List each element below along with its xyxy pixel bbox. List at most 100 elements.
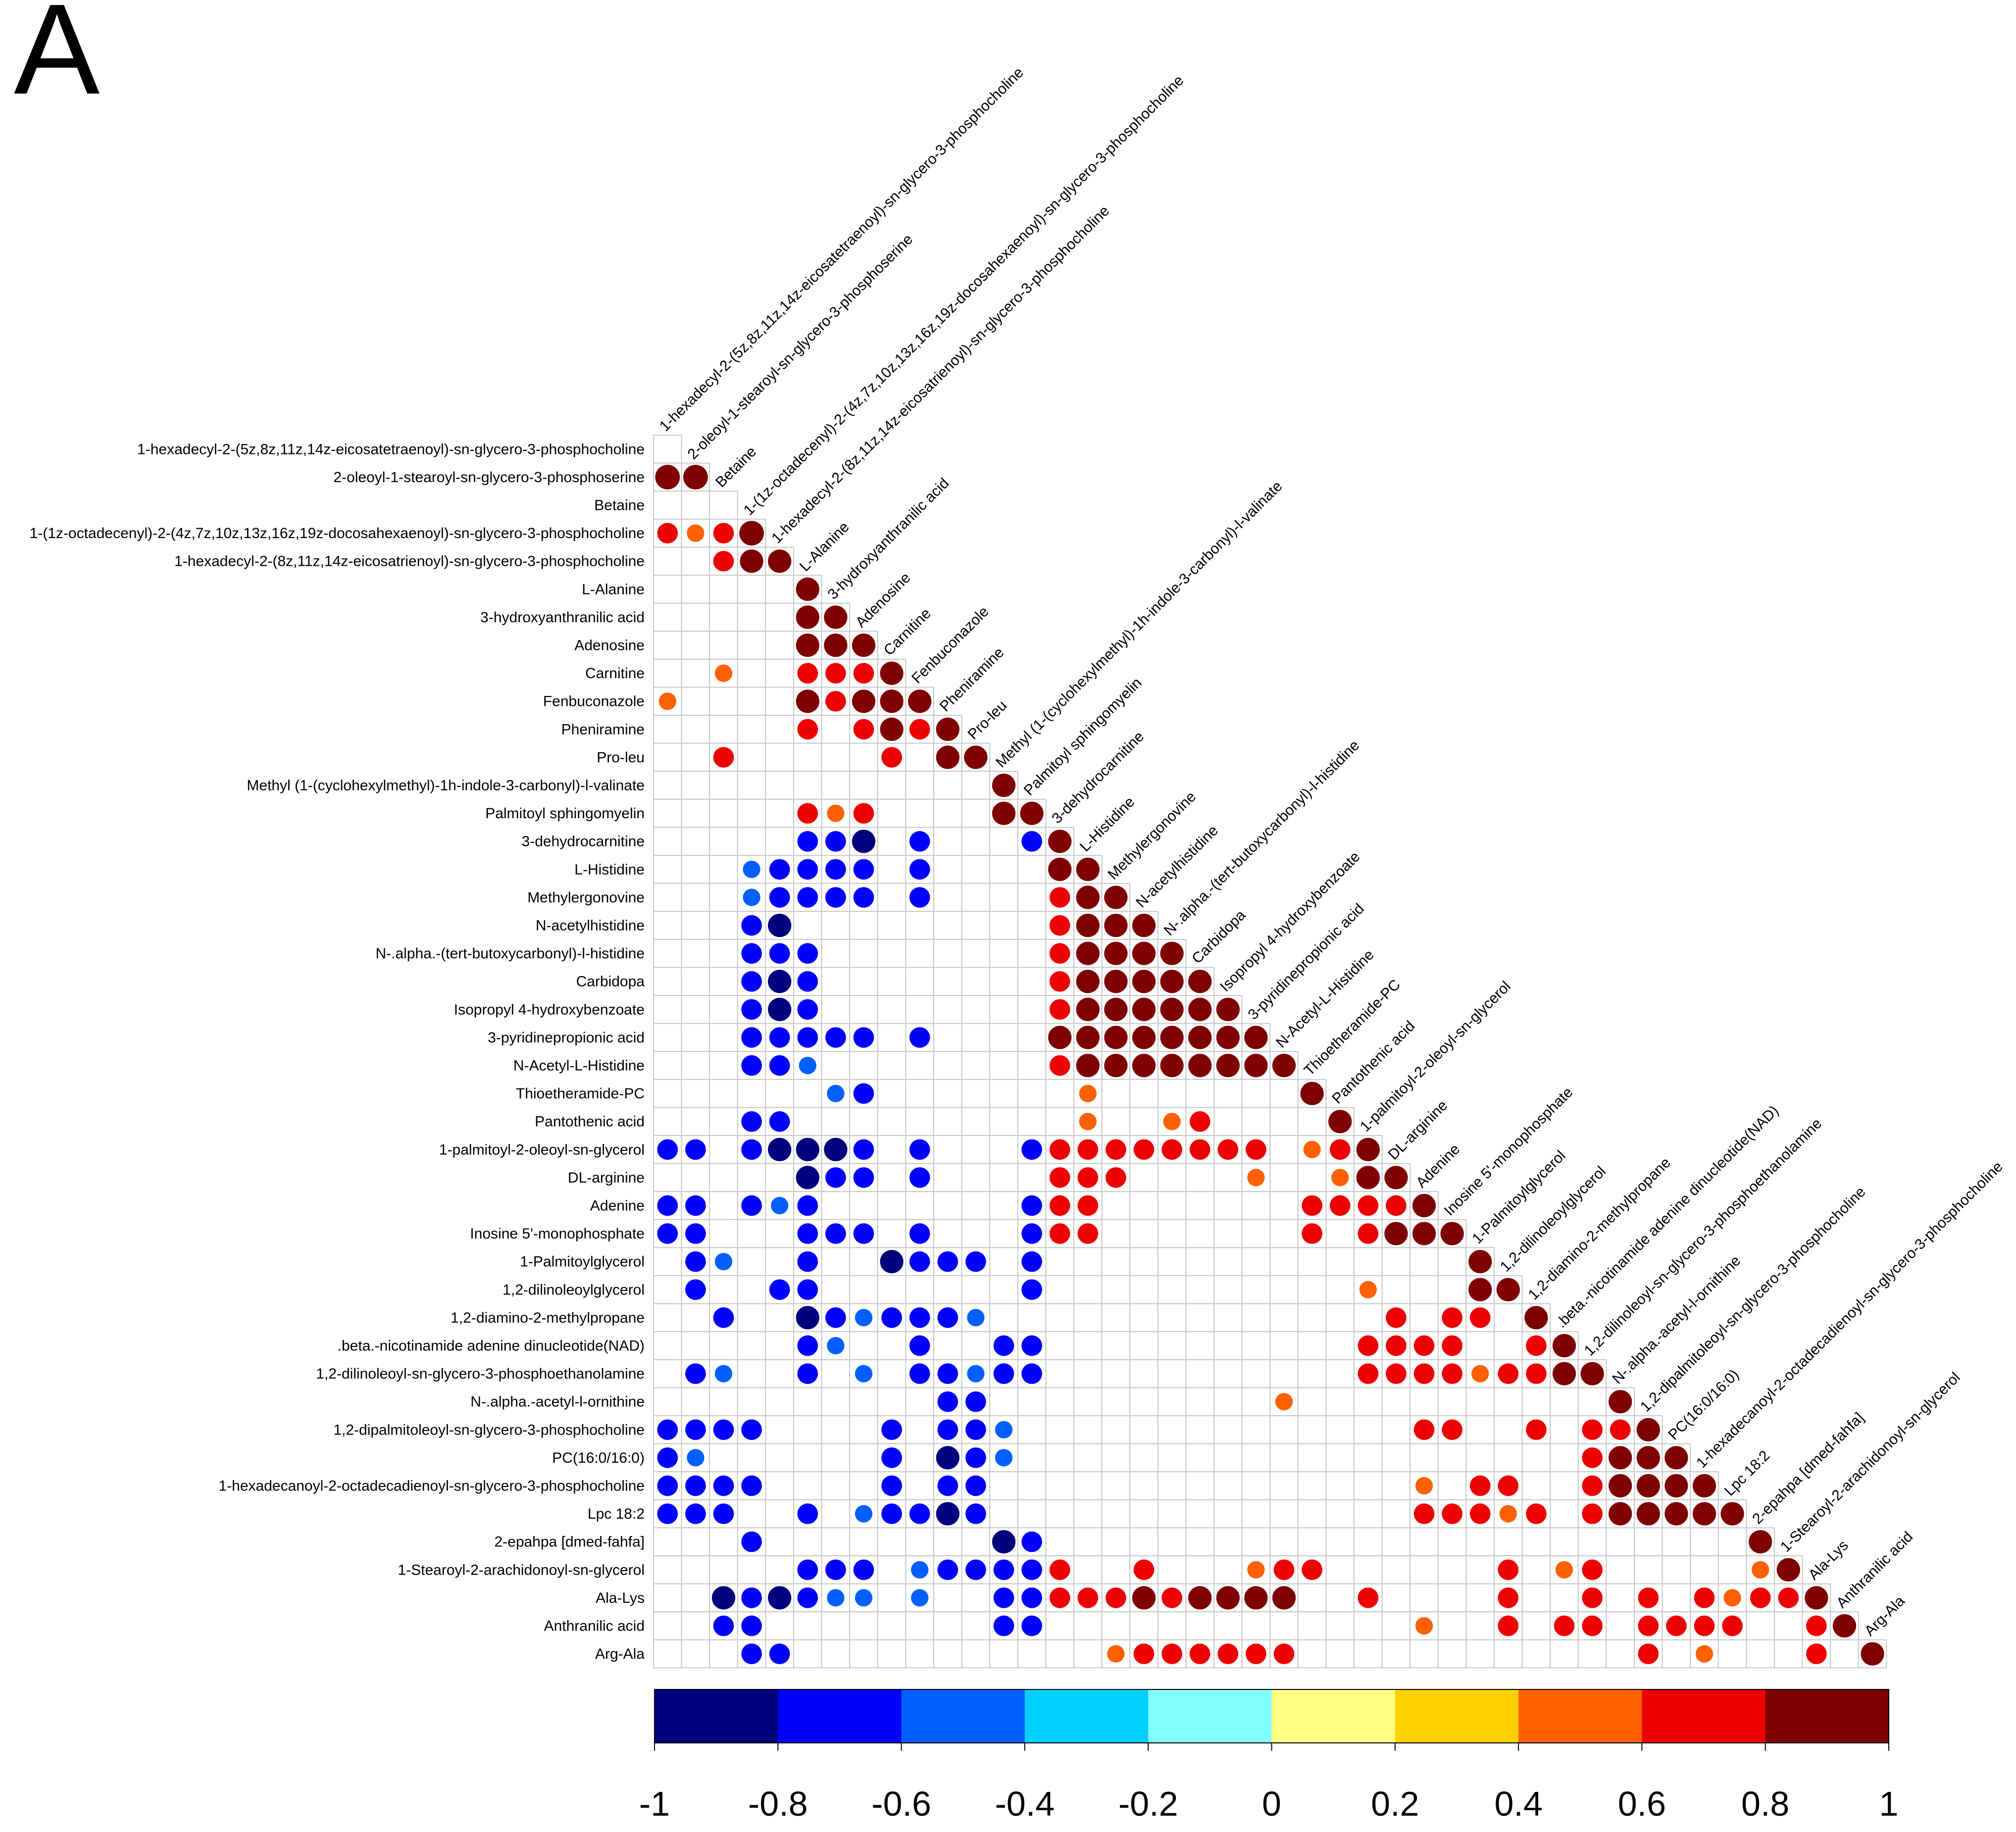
grid-cell: [1213, 1443, 1243, 1473]
grid-cell: [765, 715, 795, 744]
grid-cell: [1129, 1275, 1159, 1304]
grid-cell: [681, 1555, 710, 1584]
correlation-point: [713, 1615, 734, 1636]
grid-cell: [681, 939, 710, 968]
grid-cell: [877, 1107, 907, 1136]
grid-cell: [989, 1387, 1018, 1416]
grid-cell: [933, 1163, 962, 1192]
grid-cell: [765, 1219, 795, 1248]
grid-cell: [1017, 1499, 1047, 1529]
grid-cell: [1297, 1107, 1327, 1136]
grid-cell: [737, 687, 766, 716]
row-label: 3-dehydrocarnitine: [522, 834, 645, 850]
grid-cell: [1354, 1247, 1383, 1276]
grid-cell: [961, 1331, 991, 1360]
correlation-point: [1106, 1167, 1126, 1188]
grid-cell: [877, 939, 907, 968]
grid-cell: [1185, 1331, 1214, 1360]
grid-cell: [1437, 1443, 1467, 1473]
correlation-point: [1498, 1559, 1519, 1581]
correlation-point: [855, 1589, 873, 1607]
correlation-point: [936, 745, 959, 769]
correlation-point: [937, 1419, 958, 1440]
grid-cell: [1157, 1415, 1187, 1444]
correlation-point: [1468, 1278, 1492, 1301]
grid-cell: [989, 1499, 1018, 1529]
grid-cell: [1550, 1387, 1579, 1416]
grid-cell: [821, 1415, 851, 1444]
correlation-point: [1526, 1503, 1547, 1524]
correlation-point: [741, 1615, 762, 1636]
correlation-point: [881, 747, 902, 768]
grid-cell: [1465, 1555, 1495, 1584]
grid-cell: [1157, 1499, 1187, 1529]
grid-cell: [1101, 1079, 1131, 1108]
correlation-point: [1358, 1195, 1379, 1216]
column-label: Adenine: [1413, 1141, 1463, 1191]
correlation-point: [825, 1027, 846, 1048]
grid-cell: [989, 995, 1018, 1024]
grid-cell: [1465, 1583, 1495, 1613]
correlation-point: [852, 633, 876, 657]
grid-cell: [1185, 1499, 1214, 1529]
grid-cell: [989, 1471, 1018, 1500]
correlation-point: [1415, 1617, 1433, 1635]
grid-cell: [877, 1191, 907, 1220]
column-label: Adenosine: [853, 570, 914, 631]
grid-cell: [1073, 1247, 1103, 1276]
grid-cell: [1185, 1387, 1214, 1416]
row-label: Lpc 18:2: [588, 1506, 645, 1522]
correlation-point: [825, 859, 846, 880]
colorbar-segment: [1271, 1689, 1396, 1743]
grid-cell: [1717, 1639, 1747, 1669]
grid-cell: [877, 967, 907, 996]
correlation-point: [741, 1475, 762, 1496]
grid-cell: [1297, 1583, 1327, 1613]
row-label: .beta.-nicotinamide adenine dinucleotide…: [338, 1338, 645, 1354]
grid-cell: [1073, 1639, 1103, 1669]
grid-cell: [653, 1639, 682, 1669]
grid-cell: [681, 827, 710, 856]
grid-cell: [653, 435, 682, 464]
correlation-point: [1049, 1139, 1070, 1160]
grid-cell: [1017, 883, 1047, 912]
column-label: L-Histidine: [1077, 793, 1138, 855]
row-label: 1-Palmitoylglycerol: [520, 1254, 645, 1270]
grid-cell: [1213, 1219, 1243, 1248]
correlation-point: [1300, 1082, 1324, 1105]
grid-cell: [653, 1079, 682, 1108]
correlation-point: [1076, 913, 1100, 938]
grid-cell: [989, 911, 1018, 940]
grid-cell: [1297, 1639, 1327, 1669]
grid-cell: [1381, 1275, 1411, 1304]
grid-cell: [1101, 1611, 1131, 1640]
grid-cell: [1297, 1611, 1327, 1640]
grid-cell: [1437, 1583, 1467, 1613]
grid-cell: [905, 1275, 935, 1304]
grid-cell: [905, 1051, 935, 1080]
grid-cell: [961, 1275, 991, 1304]
grid-cell: [1101, 1275, 1131, 1304]
correlation-point: [853, 1167, 874, 1188]
correlation-point: [1636, 1502, 1660, 1526]
correlation-point: [937, 1391, 958, 1412]
grid-cell: [961, 1135, 991, 1164]
grid-cell: [1354, 1527, 1383, 1556]
correlation-point: [1749, 1530, 1772, 1554]
correlation-point: [911, 1589, 929, 1607]
grid-cell: [877, 1135, 907, 1164]
correlation-point: [713, 1475, 734, 1496]
grid-cell: [933, 771, 962, 800]
grid-cell: [653, 1051, 682, 1080]
grid-cell: [849, 967, 878, 996]
correlation-point: [1048, 1026, 1072, 1049]
correlation-point: [853, 663, 874, 684]
grid-cell: [1269, 1611, 1299, 1640]
grid-cell: [989, 855, 1018, 884]
correlation-point: [1496, 1278, 1520, 1301]
grid-cell: [1073, 1527, 1103, 1556]
grid-cell: [1577, 1387, 1607, 1416]
correlation-point: [1413, 1503, 1435, 1524]
grid-cell: [1494, 1331, 1523, 1360]
correlation-point: [1106, 1139, 1126, 1160]
